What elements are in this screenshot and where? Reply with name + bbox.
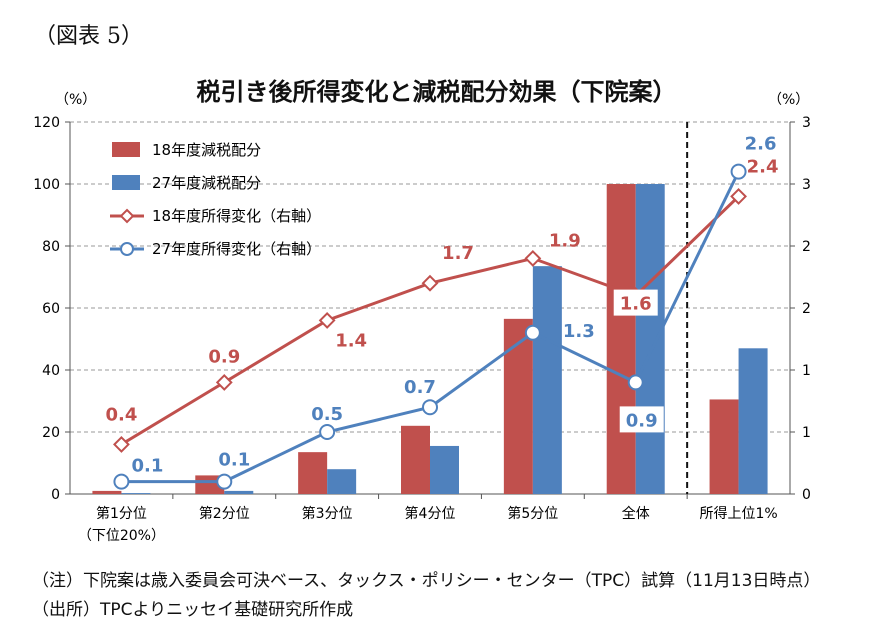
figure-label: （図表 5） [34,24,143,49]
right-axis-tick-label: 3 [802,115,811,131]
right-axis-tick-label: 2 [802,239,811,255]
right-axis-tick-label: 1 [802,425,811,441]
chart-title: 税引き後所得変化と減税配分効果（下院案） [196,78,677,106]
point-fy18-income-change [524,249,542,267]
legend-swatch-bar [112,142,140,157]
left-axis-tick-label: 100 [33,177,60,193]
bar-fy18-allocation [606,184,636,494]
legend-label: 27年度所得変化（右軸） [152,240,321,258]
x-axis-tick-label-sub: （下位20%） [78,528,165,544]
data-label-fy27: 0.7 [404,377,436,398]
point-fy27-income-change [216,473,233,490]
data-label-fy18: 0.4 [105,404,137,425]
data-label-bg-fy27 [619,406,664,433]
bar-fy27-allocation [738,348,768,494]
legend-label: 27年度減税配分 [152,174,261,192]
point-fy27-income-change [422,399,438,416]
x-axis-tick-label: 第4分位 [405,505,456,522]
point-fy18-income-change [730,187,747,205]
point-fy18-income-change [421,274,439,292]
x-axis-tick-label: 第5分位 [507,505,558,522]
bar-fy18-allocation [92,490,122,494]
left-axis-tick-label: 0 [51,487,60,503]
point-fy27-income-change [627,374,644,391]
point-fy27-income-change [319,424,336,440]
note-line-1: （注）下院案は歳入委員会可決ベース、タックス・ポリシー・センター（TPC）試算（… [32,571,821,591]
point-fy18-income-change [113,435,130,453]
note-line-2: （出所）TPCよりニッセイ基礎研究所作成 [32,600,354,620]
right-axis-tick-label: 1 [802,363,811,379]
point-fy27-income-change [730,163,747,180]
data-label-fy27: 0.5 [311,404,343,425]
bar-fy27-allocation [635,184,665,494]
legend-label: 18年度減税配分 [152,141,261,159]
legend-marker-circle [120,242,134,256]
legend-marker-diamond [119,208,135,224]
bar-fy27-allocation [224,490,254,494]
point-fy18-income-change [215,373,233,391]
data-label-fy18: 2.4 [747,156,779,177]
left-axis-unit: （%） [55,92,96,108]
left-axis-tick-label: 60 [42,301,60,317]
left-axis-tick-label: 40 [42,363,60,379]
bar-fy18-allocation [709,399,739,494]
left-axis-tick-label: 80 [42,239,60,255]
right-axis-tick-label: 0 [802,487,811,503]
point-fy27-income-change [113,473,130,490]
point-fy18-income-change [318,311,336,329]
data-label-fy27: 0.1 [218,450,250,471]
x-axis-tick-label: 第1分位 [96,505,147,522]
data-label-bg-fy18 [613,289,658,316]
bar-fy27-allocation [532,266,562,494]
right-axis-tick-label: 3 [802,177,811,193]
legend-swatch-bar [112,175,140,190]
data-label-fy18: 1.9 [549,230,581,251]
left-axis-tick-label: 20 [42,425,60,441]
left-axis-tick-label: 120 [33,115,60,131]
data-label-fy27: 2.6 [745,134,777,155]
bar-fy27-allocation [430,445,459,494]
data-label-fy27: 1.3 [563,321,595,342]
bar-fy18-allocation [401,425,430,494]
legend-label: 18年度所得変化（右軸） [152,207,321,225]
x-axis-tick-label: 第3分位 [302,505,353,522]
data-label-fy27: 0.1 [131,456,163,477]
x-axis-tick-label: 所得上位1% [699,505,777,522]
right-axis-unit: （%） [768,92,809,108]
data-label-fy27: 0.9 [626,410,658,431]
data-label-fy18: 0.9 [208,346,240,367]
chart-canvas: 0 20 40 60 80 100 120 0 1 1 2 2 3 3 （%） （%） 第1分位 （下位20%） 第… [33,92,811,544]
point-fy27-income-change [524,324,541,341]
bar-fy18-allocation [503,318,533,494]
bar-fy18-allocation [298,452,328,494]
x-axis-tick-label: 第2分位 [199,505,250,522]
data-label-fy18: 1.7 [442,243,474,264]
data-label-fy18: 1.6 [620,294,652,315]
data-label-fy18: 1.4 [335,330,367,351]
right-axis-tick-label: 2 [802,301,811,317]
bar-fy27-allocation [327,469,357,494]
bar-fy27-allocation [121,493,151,494]
x-axis-tick-label: 全体 [622,505,650,522]
